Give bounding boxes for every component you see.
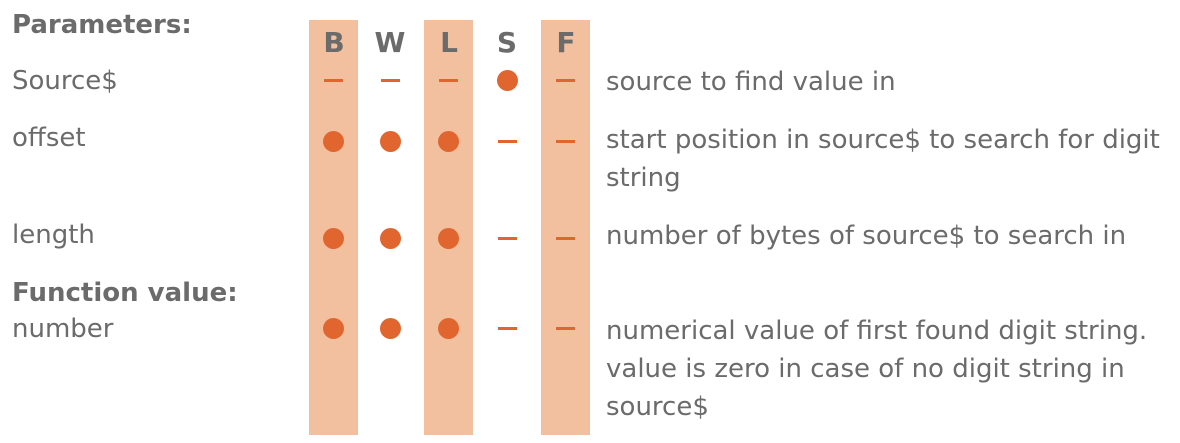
function-value-heading: Function value: bbox=[12, 278, 238, 308]
dot-mark-row0-s bbox=[496, 69, 518, 91]
param-desc-number: numerical value of first found digit str… bbox=[606, 316, 1148, 422]
dot-mark-row3-l bbox=[437, 317, 459, 339]
param-desc-source: source to find value in bbox=[606, 67, 896, 97]
dash-mark-row3-f bbox=[555, 326, 575, 330]
column-header-b: B bbox=[323, 26, 345, 59]
param-name-number: number bbox=[12, 314, 114, 344]
column-header-l: L bbox=[440, 26, 458, 59]
param-name-length: length bbox=[12, 220, 95, 250]
dash-mark-row0-b bbox=[323, 78, 343, 82]
column-header-w: W bbox=[374, 26, 406, 59]
param-name-offset: offset bbox=[12, 123, 86, 153]
dash-mark-row0-l bbox=[438, 78, 458, 82]
dash-mark-row3-s bbox=[497, 326, 517, 330]
dot-mark-row1-l bbox=[437, 130, 459, 152]
dash-mark-row1-f bbox=[555, 139, 575, 143]
column-header-s: S bbox=[496, 26, 518, 59]
column-header-f: F bbox=[556, 26, 576, 59]
dash-mark-row2-f bbox=[555, 236, 575, 240]
dot-mark-row1-w bbox=[379, 130, 401, 152]
dash-mark-row0-w bbox=[380, 78, 400, 82]
dot-mark-row1-b bbox=[322, 130, 344, 152]
param-desc-offset: start position in source$ to search for … bbox=[606, 125, 1160, 193]
dot-mark-row3-b bbox=[322, 317, 344, 339]
dash-mark-row2-s bbox=[497, 236, 517, 240]
column-band-f bbox=[541, 20, 590, 435]
dash-mark-row1-s bbox=[497, 139, 517, 143]
dash-mark-row0-f bbox=[555, 78, 575, 82]
dot-mark-row2-w bbox=[379, 227, 401, 249]
dot-mark-row2-l bbox=[437, 227, 459, 249]
param-name-source: Source$ bbox=[12, 66, 118, 96]
dot-mark-row3-w bbox=[379, 317, 401, 339]
dot-mark-row2-b bbox=[322, 227, 344, 249]
parameters-heading: Parameters: bbox=[12, 10, 192, 40]
param-desc-length: number of bytes of source$ to search in bbox=[606, 221, 1127, 251]
